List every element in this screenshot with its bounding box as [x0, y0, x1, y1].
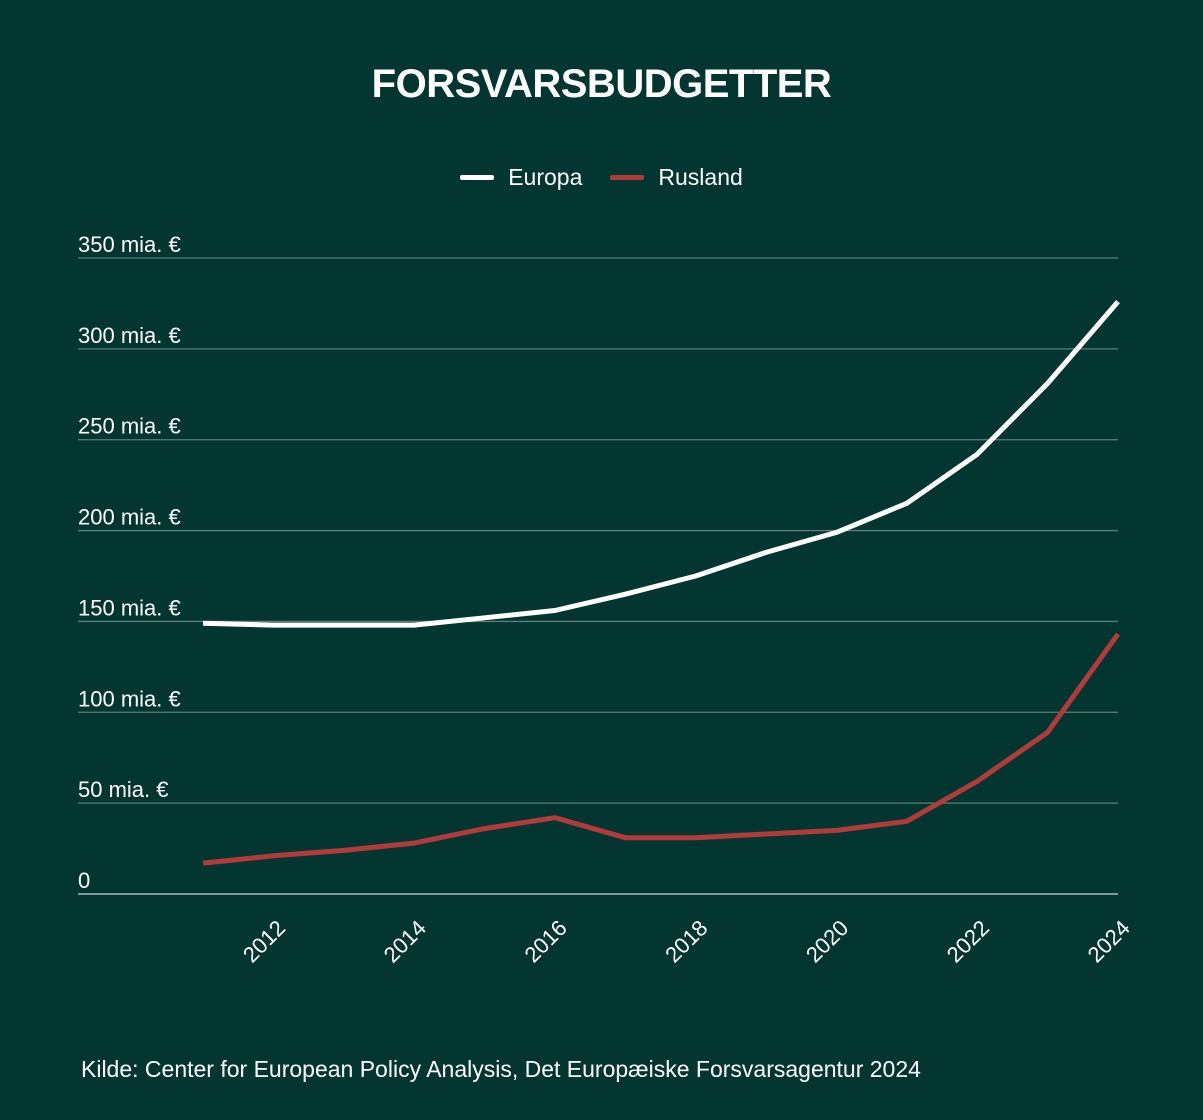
source-note: Kilde: Center for European Policy Analys… — [81, 1056, 921, 1082]
x-tick-label: 2016 — [519, 915, 571, 967]
series-line-europa — [202, 299, 1120, 628]
y-tick-label: 100 mia. € — [78, 686, 181, 711]
x-tick-label: 2024 — [1083, 915, 1135, 967]
chart-title: FORSVARSBUDGETTER — [371, 62, 832, 106]
legend-item-europa: Europa — [460, 164, 582, 191]
x-tick-label: 2020 — [801, 915, 853, 967]
series-line-rusland — [202, 632, 1121, 866]
legend-item-rusland: Rusland — [610, 164, 743, 191]
legend-label-europa: Europa — [508, 164, 583, 190]
y-tick-label: 300 mia. € — [78, 323, 181, 348]
y-tick-label: 0 — [78, 868, 90, 893]
x-tick-label: 2014 — [379, 915, 431, 967]
y-tick-label: 200 mia. € — [78, 505, 181, 530]
y-axis-labels: 0 50 mia. € 100 mia. € 150 mia. € 200 mia. €… — [78, 232, 181, 893]
grid-lines — [78, 257, 1118, 895]
legend: Europa Rusland — [0, 164, 1203, 191]
series-lines — [202, 299, 1121, 866]
x-tick-label: 2022 — [942, 915, 994, 967]
y-tick-label: 50 mia. € — [78, 777, 169, 802]
x-tick-label: 2012 — [238, 915, 290, 967]
y-tick-label: 150 mia. € — [78, 595, 181, 620]
legend-swatch-rusland — [610, 175, 645, 180]
x-axis-labels: 2012 2014 2016 2018 2020 2022 2024 — [238, 915, 1135, 967]
x-tick-label: 2018 — [660, 915, 712, 967]
legend-label-rusland: Rusland — [658, 164, 743, 190]
legend-swatch-europa — [460, 175, 495, 180]
y-tick-label: 250 mia. € — [78, 414, 181, 439]
y-tick-label: 350 mia. € — [78, 232, 181, 257]
